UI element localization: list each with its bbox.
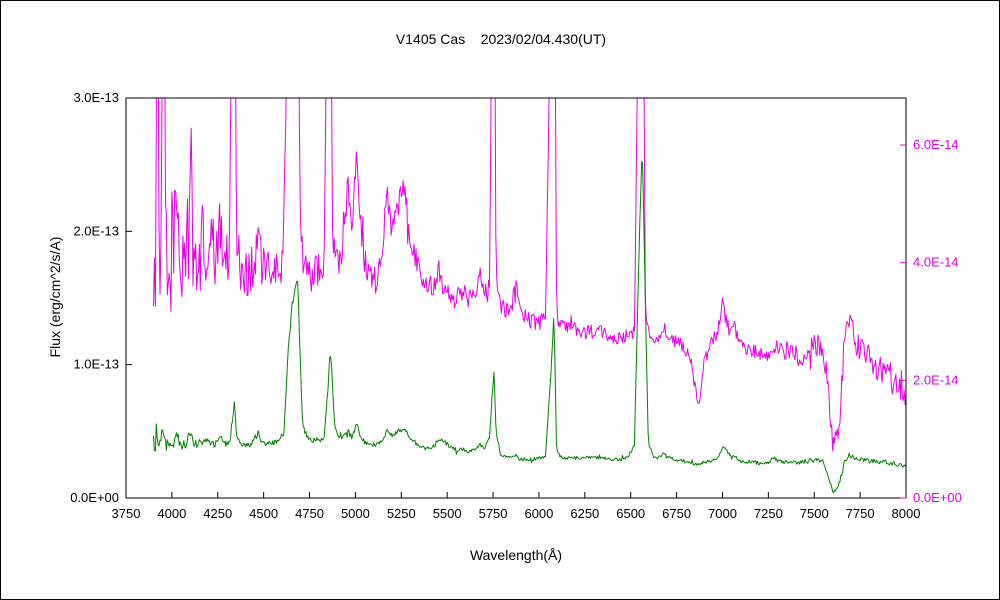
chart-title: V1405 Cas 2023/02/04.430(UT) bbox=[395, 31, 607, 47]
x-tick-label: 4250 bbox=[203, 506, 232, 521]
x-tick-label: 7250 bbox=[754, 506, 783, 521]
y-right-tick-label: 2.0E-14 bbox=[913, 372, 959, 387]
y-right-tick-label: 6.0E-14 bbox=[913, 137, 959, 152]
x-tick-label: 5500 bbox=[433, 506, 462, 521]
x-tick-label: 7000 bbox=[708, 506, 737, 521]
x-tick-label: 5000 bbox=[341, 506, 370, 521]
y-left-tick-label: 2.0E-13 bbox=[73, 223, 119, 238]
y-left-tick-label: 1.0E-13 bbox=[73, 357, 119, 372]
x-tick-label: 4500 bbox=[249, 506, 278, 521]
y-right-tick-label: 4.0E-14 bbox=[913, 255, 959, 270]
plot-frame bbox=[125, 97, 907, 499]
x-tick-label: 6000 bbox=[524, 506, 553, 521]
x-tick-label: 3750 bbox=[112, 506, 141, 521]
y-right-tick-label: 0.0E+00 bbox=[913, 490, 962, 505]
x-tick-label: 5250 bbox=[387, 506, 416, 521]
x-axis-label: Wavelength(Å) bbox=[469, 547, 563, 563]
x-tick-label: 7750 bbox=[846, 506, 875, 521]
x-tick-label: 6750 bbox=[662, 506, 691, 521]
green-spectrum-line bbox=[153, 160, 906, 494]
x-tick-label: 8000 bbox=[892, 506, 921, 521]
x-tick-label: 4750 bbox=[295, 506, 324, 521]
x-tick-label: 5750 bbox=[479, 506, 508, 521]
x-tick-label: 6250 bbox=[570, 506, 599, 521]
y-left-tick-label: 0.0E+00 bbox=[70, 490, 119, 505]
x-tick-label: 6500 bbox=[616, 506, 645, 521]
x-tick-label: 7500 bbox=[800, 506, 829, 521]
y-left-tick-label: 3.0E-13 bbox=[73, 90, 119, 105]
x-tick-label: 4000 bbox=[157, 506, 186, 521]
magenta-spectrum-line bbox=[153, 98, 906, 451]
